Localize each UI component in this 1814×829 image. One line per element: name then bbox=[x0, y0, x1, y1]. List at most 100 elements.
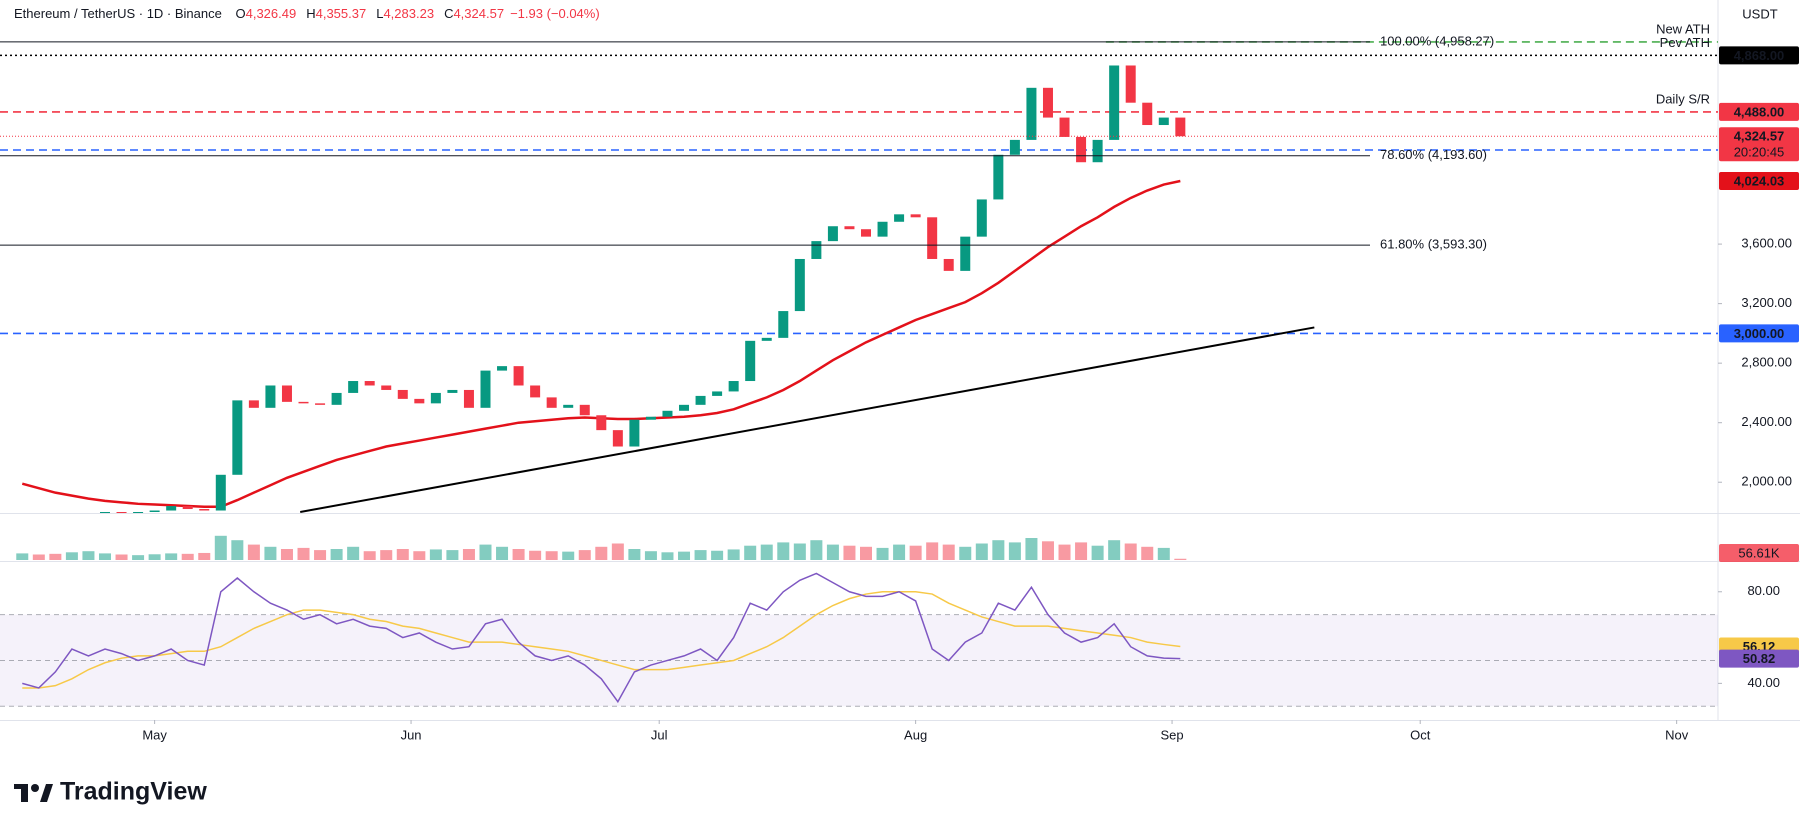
volume-bar bbox=[115, 554, 128, 560]
candle bbox=[712, 391, 723, 396]
ohlc-value: 4,355.37 bbox=[316, 6, 367, 21]
volume-bar bbox=[595, 546, 608, 560]
candle bbox=[364, 381, 375, 386]
candle bbox=[761, 337, 772, 341]
level-label: Daily S/R bbox=[1656, 91, 1710, 106]
volume-bar bbox=[1008, 542, 1021, 560]
volume-bar bbox=[1025, 538, 1038, 560]
level-label: New ATH bbox=[1656, 21, 1710, 36]
volume-bar bbox=[678, 551, 691, 560]
candle bbox=[811, 241, 822, 259]
volume-bar bbox=[512, 549, 525, 560]
price-tag-label: 3,000.00 bbox=[1734, 326, 1785, 341]
candle bbox=[778, 311, 789, 338]
volume-bar bbox=[264, 546, 277, 560]
countdown: 20:20:45 bbox=[1734, 145, 1785, 160]
candle bbox=[645, 416, 656, 420]
candle bbox=[463, 389, 474, 408]
volume-bar bbox=[496, 546, 509, 560]
volume-bar bbox=[363, 551, 376, 560]
volume-tag-label: 56.61K bbox=[1738, 545, 1780, 560]
ohlc-key: L bbox=[376, 6, 383, 21]
volume-bar bbox=[65, 552, 78, 560]
price-tag-label: 4,868.00 bbox=[1734, 48, 1785, 63]
volume-bar bbox=[198, 552, 211, 560]
candle bbox=[232, 400, 243, 475]
candle bbox=[943, 258, 954, 271]
volume-bar bbox=[860, 546, 872, 560]
volume-bar bbox=[909, 545, 922, 560]
candle bbox=[827, 226, 838, 242]
candle bbox=[83, 518, 93, 536]
fib-label: 100.00% (4,958.27) bbox=[1380, 33, 1494, 48]
candle bbox=[265, 385, 276, 408]
volume-bar bbox=[446, 550, 459, 560]
volume-bar bbox=[793, 543, 806, 560]
volume-bar bbox=[380, 550, 393, 560]
volume-bar bbox=[777, 542, 790, 560]
candle bbox=[728, 381, 739, 392]
change: −1.93 (−0.04%) bbox=[510, 6, 600, 21]
trendline bbox=[300, 326, 1315, 513]
volume-bar bbox=[181, 553, 194, 560]
price-tag bbox=[1719, 102, 1799, 121]
volume-bar bbox=[297, 547, 310, 560]
ohlc-key: O bbox=[235, 6, 245, 21]
ohlc-value: 4,324.57 bbox=[453, 6, 504, 21]
candle bbox=[381, 385, 392, 390]
header: Ethereum / TetherUS · 1D · Binance O4,32… bbox=[14, 6, 600, 21]
ohlc-value: 4,326.49 bbox=[246, 6, 297, 21]
candle bbox=[662, 410, 673, 417]
volume-bar bbox=[975, 543, 988, 560]
candle bbox=[612, 430, 623, 447]
x-tick-label: Jul bbox=[651, 727, 668, 742]
candle bbox=[1009, 139, 1020, 155]
candle bbox=[331, 392, 342, 405]
price-tag-label: 4,024.03 bbox=[1734, 173, 1785, 188]
x-tick-label: Jun bbox=[401, 727, 422, 742]
candle bbox=[34, 539, 44, 543]
logo-icon bbox=[31, 784, 39, 792]
currency[interactable]: USDT bbox=[1742, 6, 1777, 21]
volume-bar bbox=[396, 549, 409, 560]
candle bbox=[1092, 139, 1103, 163]
candle bbox=[1109, 65, 1120, 140]
volume-bar bbox=[1141, 546, 1154, 560]
candle bbox=[50, 543, 60, 544]
volume-bar bbox=[661, 552, 674, 560]
candle bbox=[877, 221, 888, 237]
candle bbox=[596, 415, 607, 431]
candle bbox=[182, 506, 193, 510]
volume-bar bbox=[347, 546, 360, 560]
volume-bar bbox=[942, 544, 955, 560]
fib-label: 61.80% (3,593.30) bbox=[1380, 237, 1487, 252]
candle bbox=[976, 199, 987, 237]
volume-bar bbox=[479, 544, 492, 560]
candle bbox=[530, 385, 541, 398]
candle bbox=[861, 229, 871, 237]
candle bbox=[960, 236, 971, 271]
volume-bar bbox=[280, 549, 293, 560]
rsi-line bbox=[22, 572, 1181, 704]
candle bbox=[1059, 117, 1070, 137]
candle bbox=[397, 389, 408, 399]
rsi-tag-label: 50.82 bbox=[1743, 651, 1776, 666]
candle bbox=[67, 536, 77, 545]
volume-bar bbox=[876, 547, 889, 560]
volume-bar bbox=[32, 554, 45, 560]
volume-bar bbox=[1058, 544, 1071, 560]
volume-bar bbox=[628, 549, 641, 560]
volume-bar bbox=[1108, 540, 1121, 560]
volume-bar bbox=[826, 544, 839, 560]
candle bbox=[1076, 136, 1087, 163]
volume-bar bbox=[644, 551, 657, 560]
price-tag-label: 4,488.00 bbox=[1734, 104, 1785, 119]
level-label: Pev ATH bbox=[1660, 35, 1710, 50]
volume-bar bbox=[462, 549, 475, 560]
volume-bar bbox=[314, 550, 327, 560]
candle bbox=[1142, 102, 1153, 126]
x-tick-label: Nov bbox=[1665, 727, 1689, 742]
candle bbox=[563, 404, 574, 408]
candle bbox=[248, 400, 259, 408]
y-tick-label: 2,400.00 bbox=[1741, 414, 1792, 429]
